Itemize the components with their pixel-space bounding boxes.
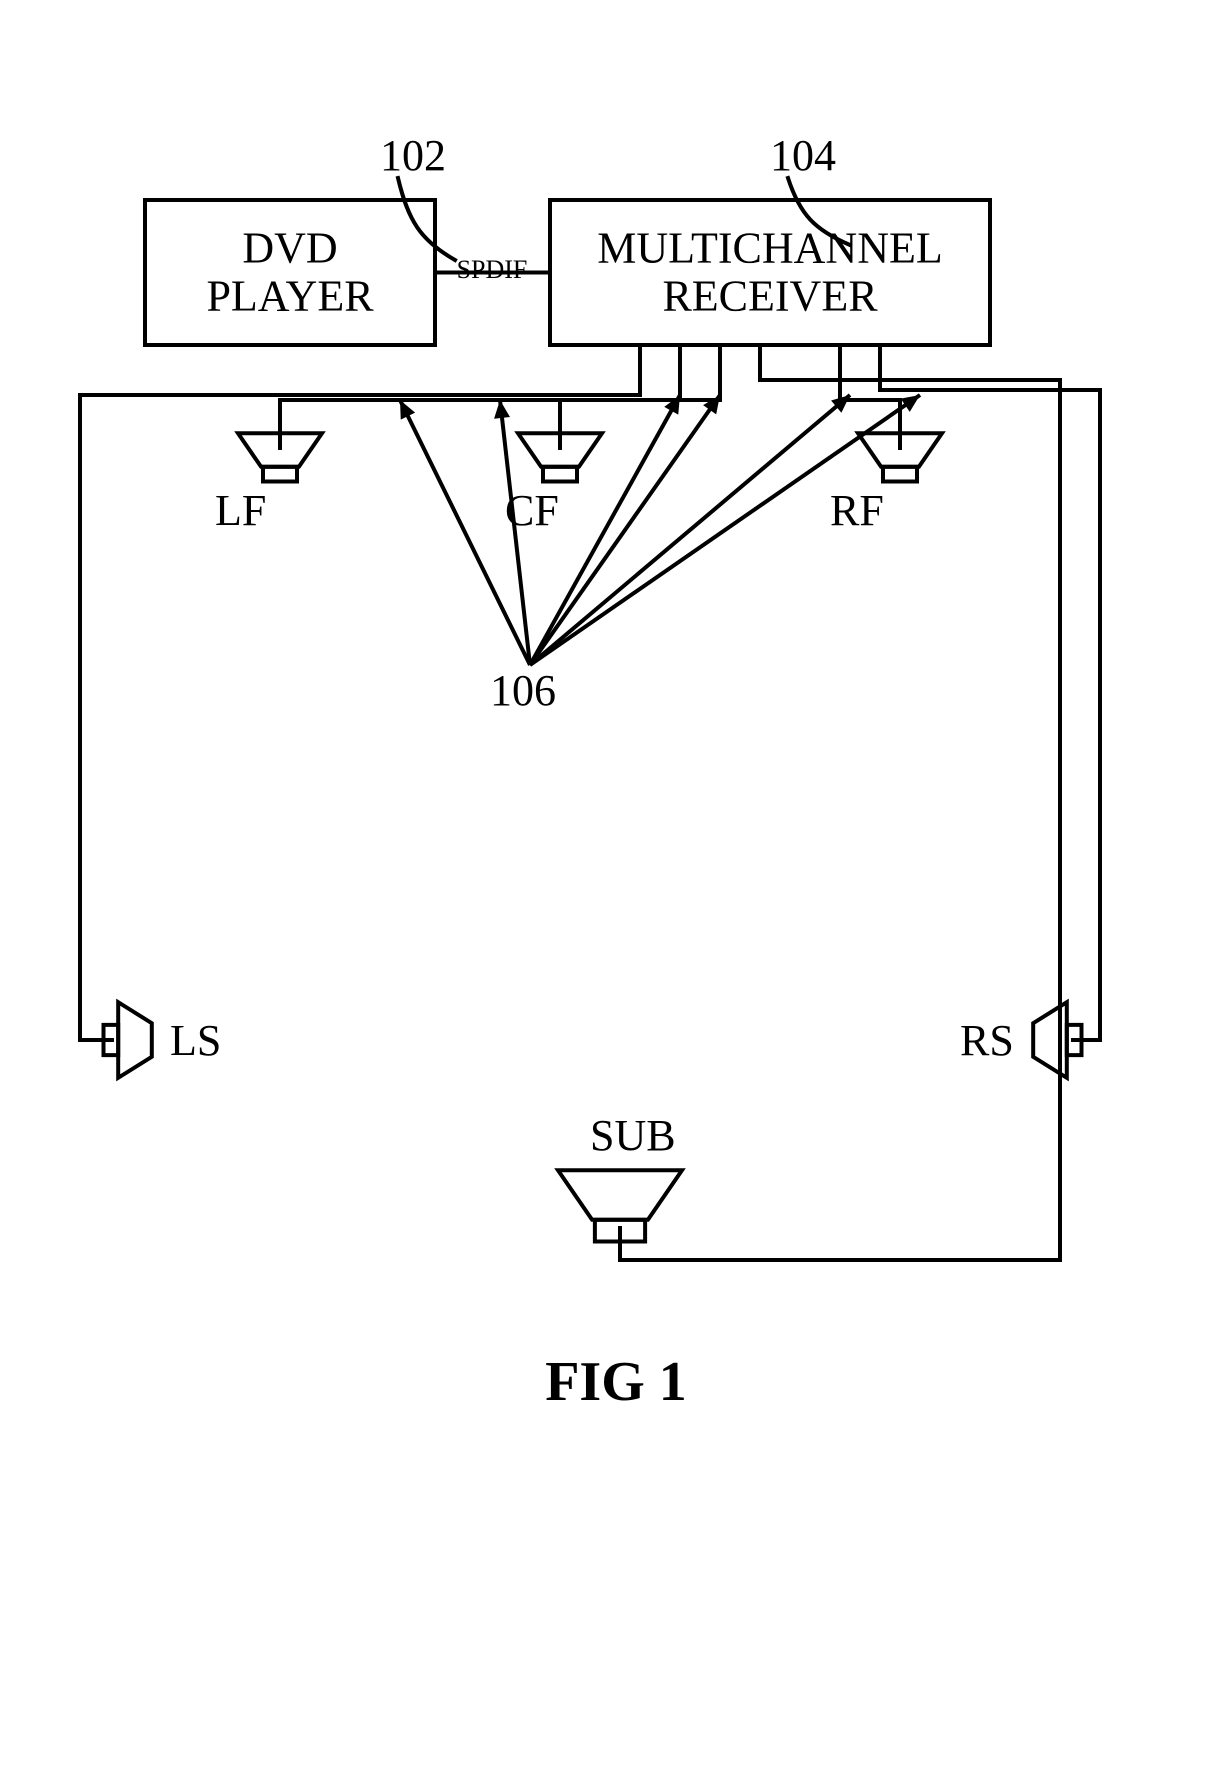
figure-1-diagram: DVDPLAYER MULTICHANNELRECEIVER SPDIF 102 104… bbox=[0, 0, 1232, 1791]
svg-text:SUB: SUB bbox=[590, 1111, 676, 1160]
svg-text:MULTICHANNEL: MULTICHANNEL bbox=[597, 224, 942, 273]
svg-text:104: 104 bbox=[770, 131, 836, 180]
svg-text:SPDIF: SPDIF bbox=[457, 255, 528, 284]
svg-text:RS: RS bbox=[960, 1016, 1014, 1065]
svg-text:LS: LS bbox=[170, 1016, 221, 1065]
svg-text:LF: LF bbox=[215, 486, 266, 535]
svg-text:DVD: DVD bbox=[242, 224, 337, 273]
svg-text:RECEIVER: RECEIVER bbox=[662, 272, 878, 321]
svg-text:106: 106 bbox=[490, 666, 556, 715]
svg-text:102: 102 bbox=[380, 131, 446, 180]
svg-text:RF: RF bbox=[830, 486, 884, 535]
svg-text:PLAYER: PLAYER bbox=[206, 272, 374, 321]
svg-text:FIG 1: FIG 1 bbox=[545, 1351, 687, 1413]
